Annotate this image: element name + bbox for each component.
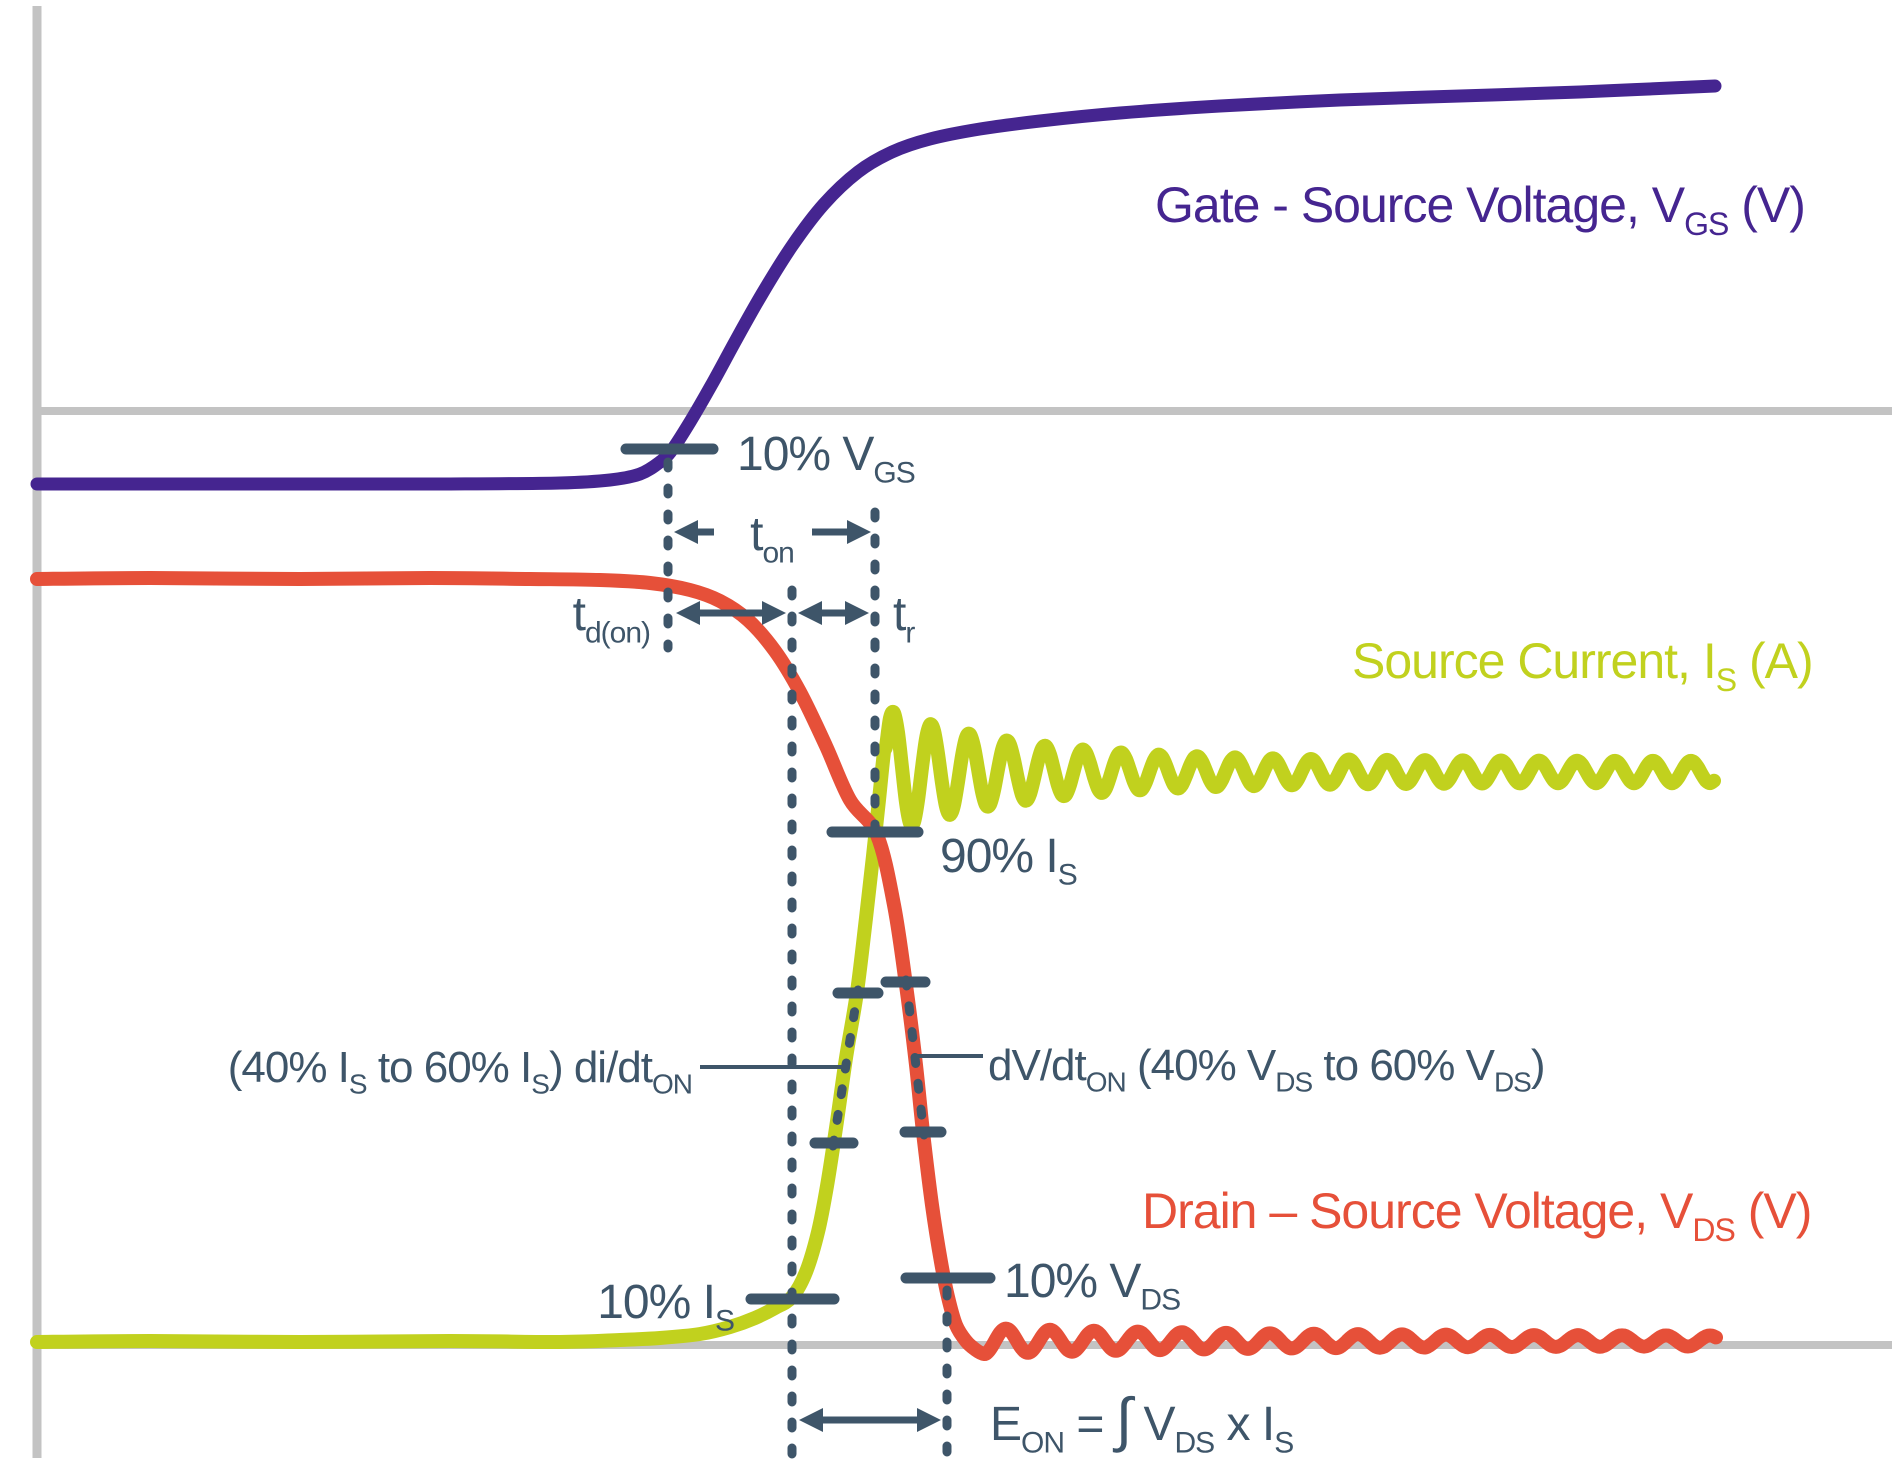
drain-source-voltage-label-text: Drain – Source Voltage, V — [1142, 1183, 1694, 1239]
didt-label-text: (40% I — [228, 1043, 349, 1092]
vds-10-label: 10% VDS — [1004, 1255, 1180, 1317]
tr-label: tr — [893, 588, 915, 650]
eon-label-text: = — [1064, 1398, 1116, 1451]
is-10-label-text: 10% I — [597, 1276, 715, 1329]
tdon-label-text: t — [573, 588, 586, 641]
dvdt-label-subscript: ON — [1086, 1066, 1126, 1097]
ton-label: ton — [750, 508, 794, 570]
is-10-label-subscript: S — [715, 1305, 734, 1338]
arrow-tdon-head-right — [762, 601, 786, 625]
is-curve — [30, 704, 1721, 1350]
eon-label-subscript: S — [1274, 1427, 1293, 1460]
ton-label-subscript: on — [762, 537, 793, 570]
arrow-eon-head-right — [917, 1408, 941, 1432]
drain-source-voltage-label: Drain – Source Voltage, VDS (V) — [1142, 1183, 1811, 1248]
arrow-ton-left-head-left — [674, 520, 698, 544]
arrow-ton-right-head-right — [847, 520, 871, 544]
vgs-10-label: 10% VGS — [737, 428, 915, 490]
vds-10-label-text: 10% V — [1004, 1255, 1141, 1308]
drain-source-voltage-label-subscript: DS — [1692, 1212, 1734, 1248]
dvdt-label-subscript: DS — [1494, 1066, 1531, 1097]
eon-label-subscript: DS — [1175, 1427, 1215, 1460]
vgs-10-label-text: 10% V — [737, 428, 874, 481]
ton-label-text: t — [750, 508, 763, 561]
dvdt-label-text: ) — [1531, 1041, 1545, 1090]
gate-source-voltage-label: Gate - Source Voltage, VGS (V) — [1155, 177, 1805, 242]
is-90-label-text: 90% I — [940, 830, 1058, 883]
arrow-tr-head-left — [798, 601, 822, 625]
is-10-label: 10% IS — [597, 1276, 734, 1338]
tdon-label: td(on) — [573, 588, 650, 650]
gate-source-voltage-label-text: Gate - Source Voltage, V — [1155, 177, 1686, 233]
source-current-label-subscript: S — [1716, 662, 1736, 698]
source-current-label: Source Current, IS (A) — [1352, 633, 1813, 698]
is-90-label: 90% IS — [940, 830, 1077, 892]
tr-label-subscript: r — [905, 617, 915, 650]
eon-label-text: E — [990, 1398, 1021, 1451]
didt-label-text: to 60% I — [367, 1043, 532, 1092]
dvdt-label-text: dV/dt — [988, 1041, 1087, 1090]
dvdt-label-text: to 60% V — [1312, 1041, 1495, 1090]
didt-label-text: ) di/dt — [549, 1043, 653, 1092]
dvdt-label: dV/dtON (40% VDS to 60% VDS) — [988, 1041, 1545, 1097]
gate-source-voltage-label-subscript: GS — [1684, 206, 1728, 242]
vds-10-label-subscript: DS — [1140, 1284, 1180, 1317]
drain-source-voltage-label-text: (V) — [1735, 1183, 1812, 1239]
eon-label: EON = ∫ VDS x IS — [990, 1386, 1293, 1460]
vds-curve — [30, 571, 1723, 1362]
didt-label-subscript: S — [349, 1068, 367, 1099]
dash-didt-slope — [828, 985, 863, 1151]
eon-label-subscript: ON — [1021, 1427, 1064, 1460]
source-current-label-text: Source Current, I — [1352, 633, 1716, 689]
arrow-eon-head-left — [799, 1408, 823, 1432]
gate-source-voltage-label-text: (V) — [1728, 177, 1805, 233]
tdon-label-subscript: d(on) — [585, 617, 650, 650]
arrow-tr-head-right — [845, 601, 869, 625]
didt-label: (40% IS to 60% IS) di/dtON — [228, 1043, 692, 1099]
didt-label-subscript: ON — [652, 1068, 692, 1099]
is-90-label-subscript: S — [1058, 859, 1077, 892]
eon-label-text: V — [1131, 1398, 1175, 1451]
tr-label-text: t — [893, 588, 906, 641]
dvdt-label-text: (40% V — [1126, 1041, 1277, 1090]
source-current-label-text: (A) — [1736, 633, 1813, 689]
didt-label-subscript: S — [531, 1068, 549, 1099]
vgs-curve — [30, 79, 1722, 491]
eon-label-text: x I — [1214, 1398, 1274, 1451]
vgs-10-label-subscript: GS — [873, 457, 914, 490]
dvdt-label-subscript: DS — [1275, 1066, 1312, 1097]
arrow-tdon-head-left — [676, 601, 700, 625]
